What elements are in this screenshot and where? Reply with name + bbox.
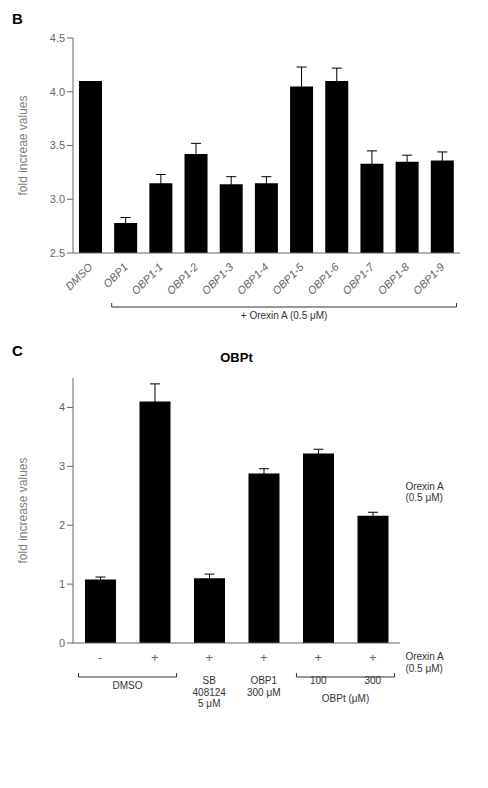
html-text:C: C [12,342,23,359]
svg-text:2.5: 2.5 [50,247,65,259]
svg-text:300: 300 [364,675,381,686]
svg-text:3.5: 3.5 [50,139,65,151]
html-text:B: B [12,10,23,27]
svg-text:OBP1-6: OBP1-6 [305,260,342,297]
svg-text:fold increae values: fold increae values [16,95,30,195]
svg-text:SB4081245 μM: SB4081245 μM [193,675,227,709]
svg-text:3.0: 3.0 [50,193,65,205]
svg-text:OBP1-5: OBP1-5 [270,260,307,297]
svg-text:4.0: 4.0 [50,86,65,98]
svg-text:4.5: 4.5 [50,32,65,44]
svg-text:1: 1 [59,578,65,590]
svg-text:+: + [205,650,213,665]
svg-text:+: + [369,650,377,665]
svg-text:+: + [151,650,159,665]
svg-text:OBP1: OBP1 [101,261,130,290]
svg-text:OBP1-9: OBP1-9 [410,261,446,297]
svg-text:-: - [98,650,102,665]
svg-text:OBP1-1: OBP1-1 [129,261,165,297]
svg-text:+ Orexin A (0.5 μM): + Orexin A (0.5 μM) [241,310,328,321]
svg-text:OBP1-3: OBP1-3 [199,260,236,297]
svg-text:+: + [260,650,268,665]
svg-text:100: 100 [309,675,327,687]
svg-text:OBP1-8: OBP1-8 [375,260,412,297]
svg-text:2: 2 [59,519,65,531]
svg-text:OBPt (μM): OBPt (μM) [322,693,369,704]
svg-text:fold increase values: fold increase values [16,457,30,563]
svg-text:OBP1-7: OBP1-7 [340,260,377,297]
svg-text:OBP1-2: OBP1-2 [164,261,200,297]
svg-text:+: + [314,650,322,665]
html-text:OBPt: OBPt [220,350,253,365]
svg-text:0: 0 [59,637,65,649]
svg-text:4: 4 [59,401,65,413]
svg-text:OBP1300 μM: OBP1300 μM [247,675,281,698]
svg-text:3: 3 [59,460,65,472]
svg-text:Orexin A(0.5 μM): Orexin A(0.5 μM) [405,481,444,504]
svg-text:OBP1-4: OBP1-4 [234,261,270,297]
svg-text:DMSO: DMSO [113,680,143,691]
svg-text:Orexin A(0.5 μM): Orexin A(0.5 μM) [405,651,444,674]
svg-text:DMSO: DMSO [63,260,95,292]
